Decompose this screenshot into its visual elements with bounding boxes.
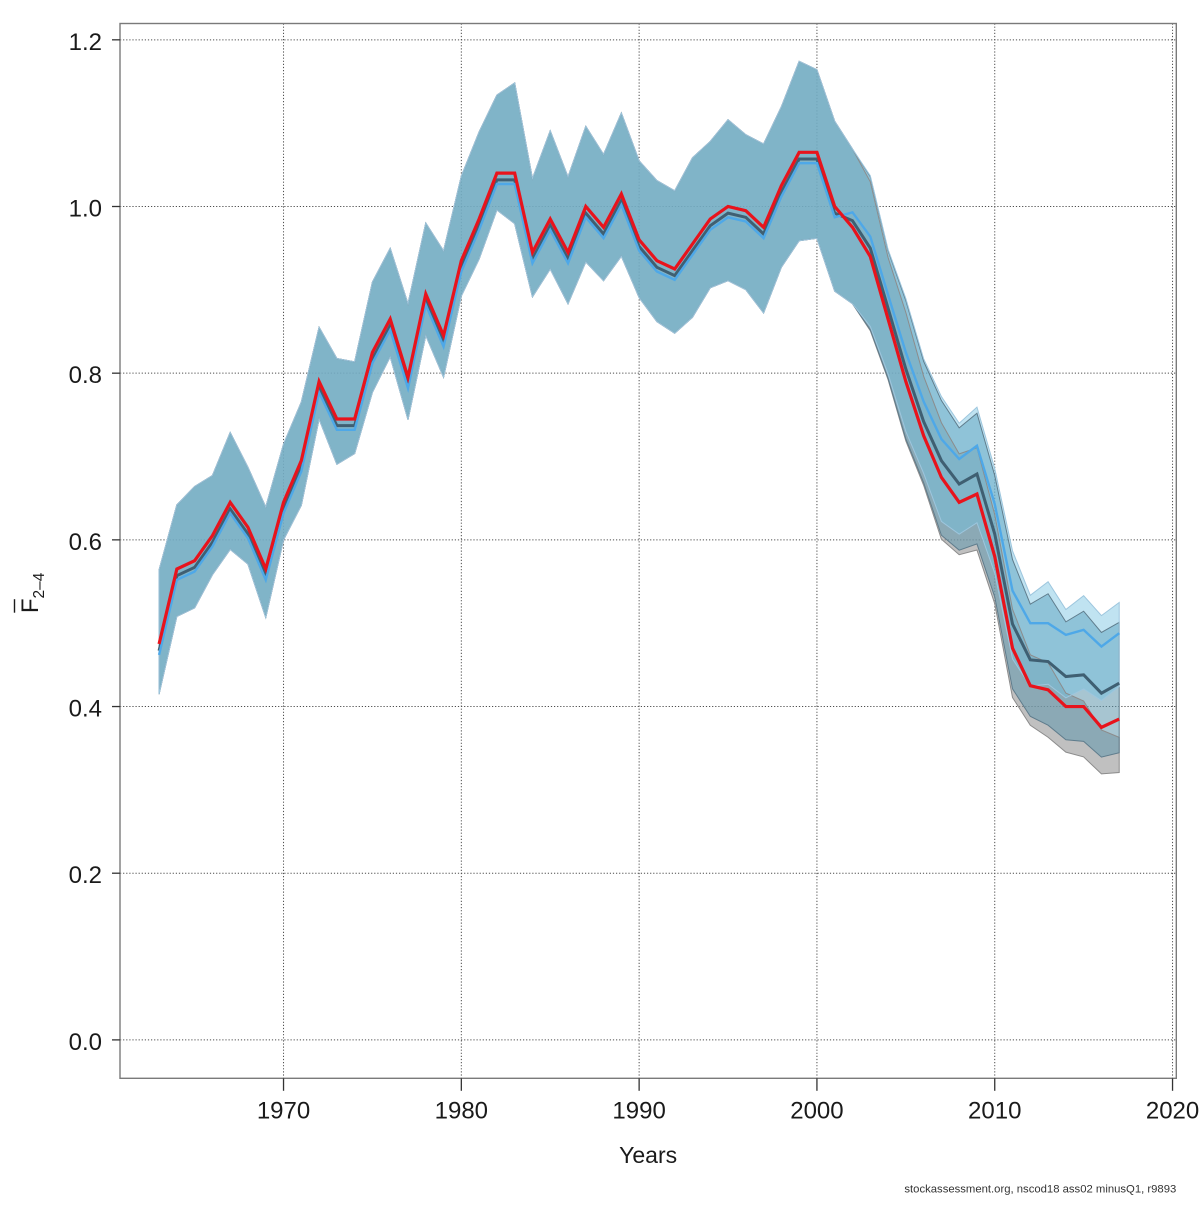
svg-text:1.2: 1.2 xyxy=(69,29,102,56)
svg-text:1.0: 1.0 xyxy=(69,196,102,223)
svg-text:0.8: 0.8 xyxy=(69,362,102,389)
svg-text:0.0: 0.0 xyxy=(69,1029,102,1056)
svg-text:2000: 2000 xyxy=(790,1097,843,1124)
svg-text:0.4: 0.4 xyxy=(69,696,102,723)
svg-text:2010: 2010 xyxy=(968,1097,1021,1124)
svg-text:0.2: 0.2 xyxy=(69,862,102,889)
svg-text:1980: 1980 xyxy=(435,1097,488,1124)
svg-text:0.6: 0.6 xyxy=(69,529,102,556)
svg-text:1990: 1990 xyxy=(612,1097,665,1124)
svg-text:2020: 2020 xyxy=(1146,1097,1199,1124)
svg-text:1970: 1970 xyxy=(257,1097,310,1124)
svg-text:Years: Years xyxy=(619,1142,677,1168)
svg-text:stockassessment.org, nscod18: stockassessment.org, nscod18 ass02 minus… xyxy=(904,1184,1176,1196)
